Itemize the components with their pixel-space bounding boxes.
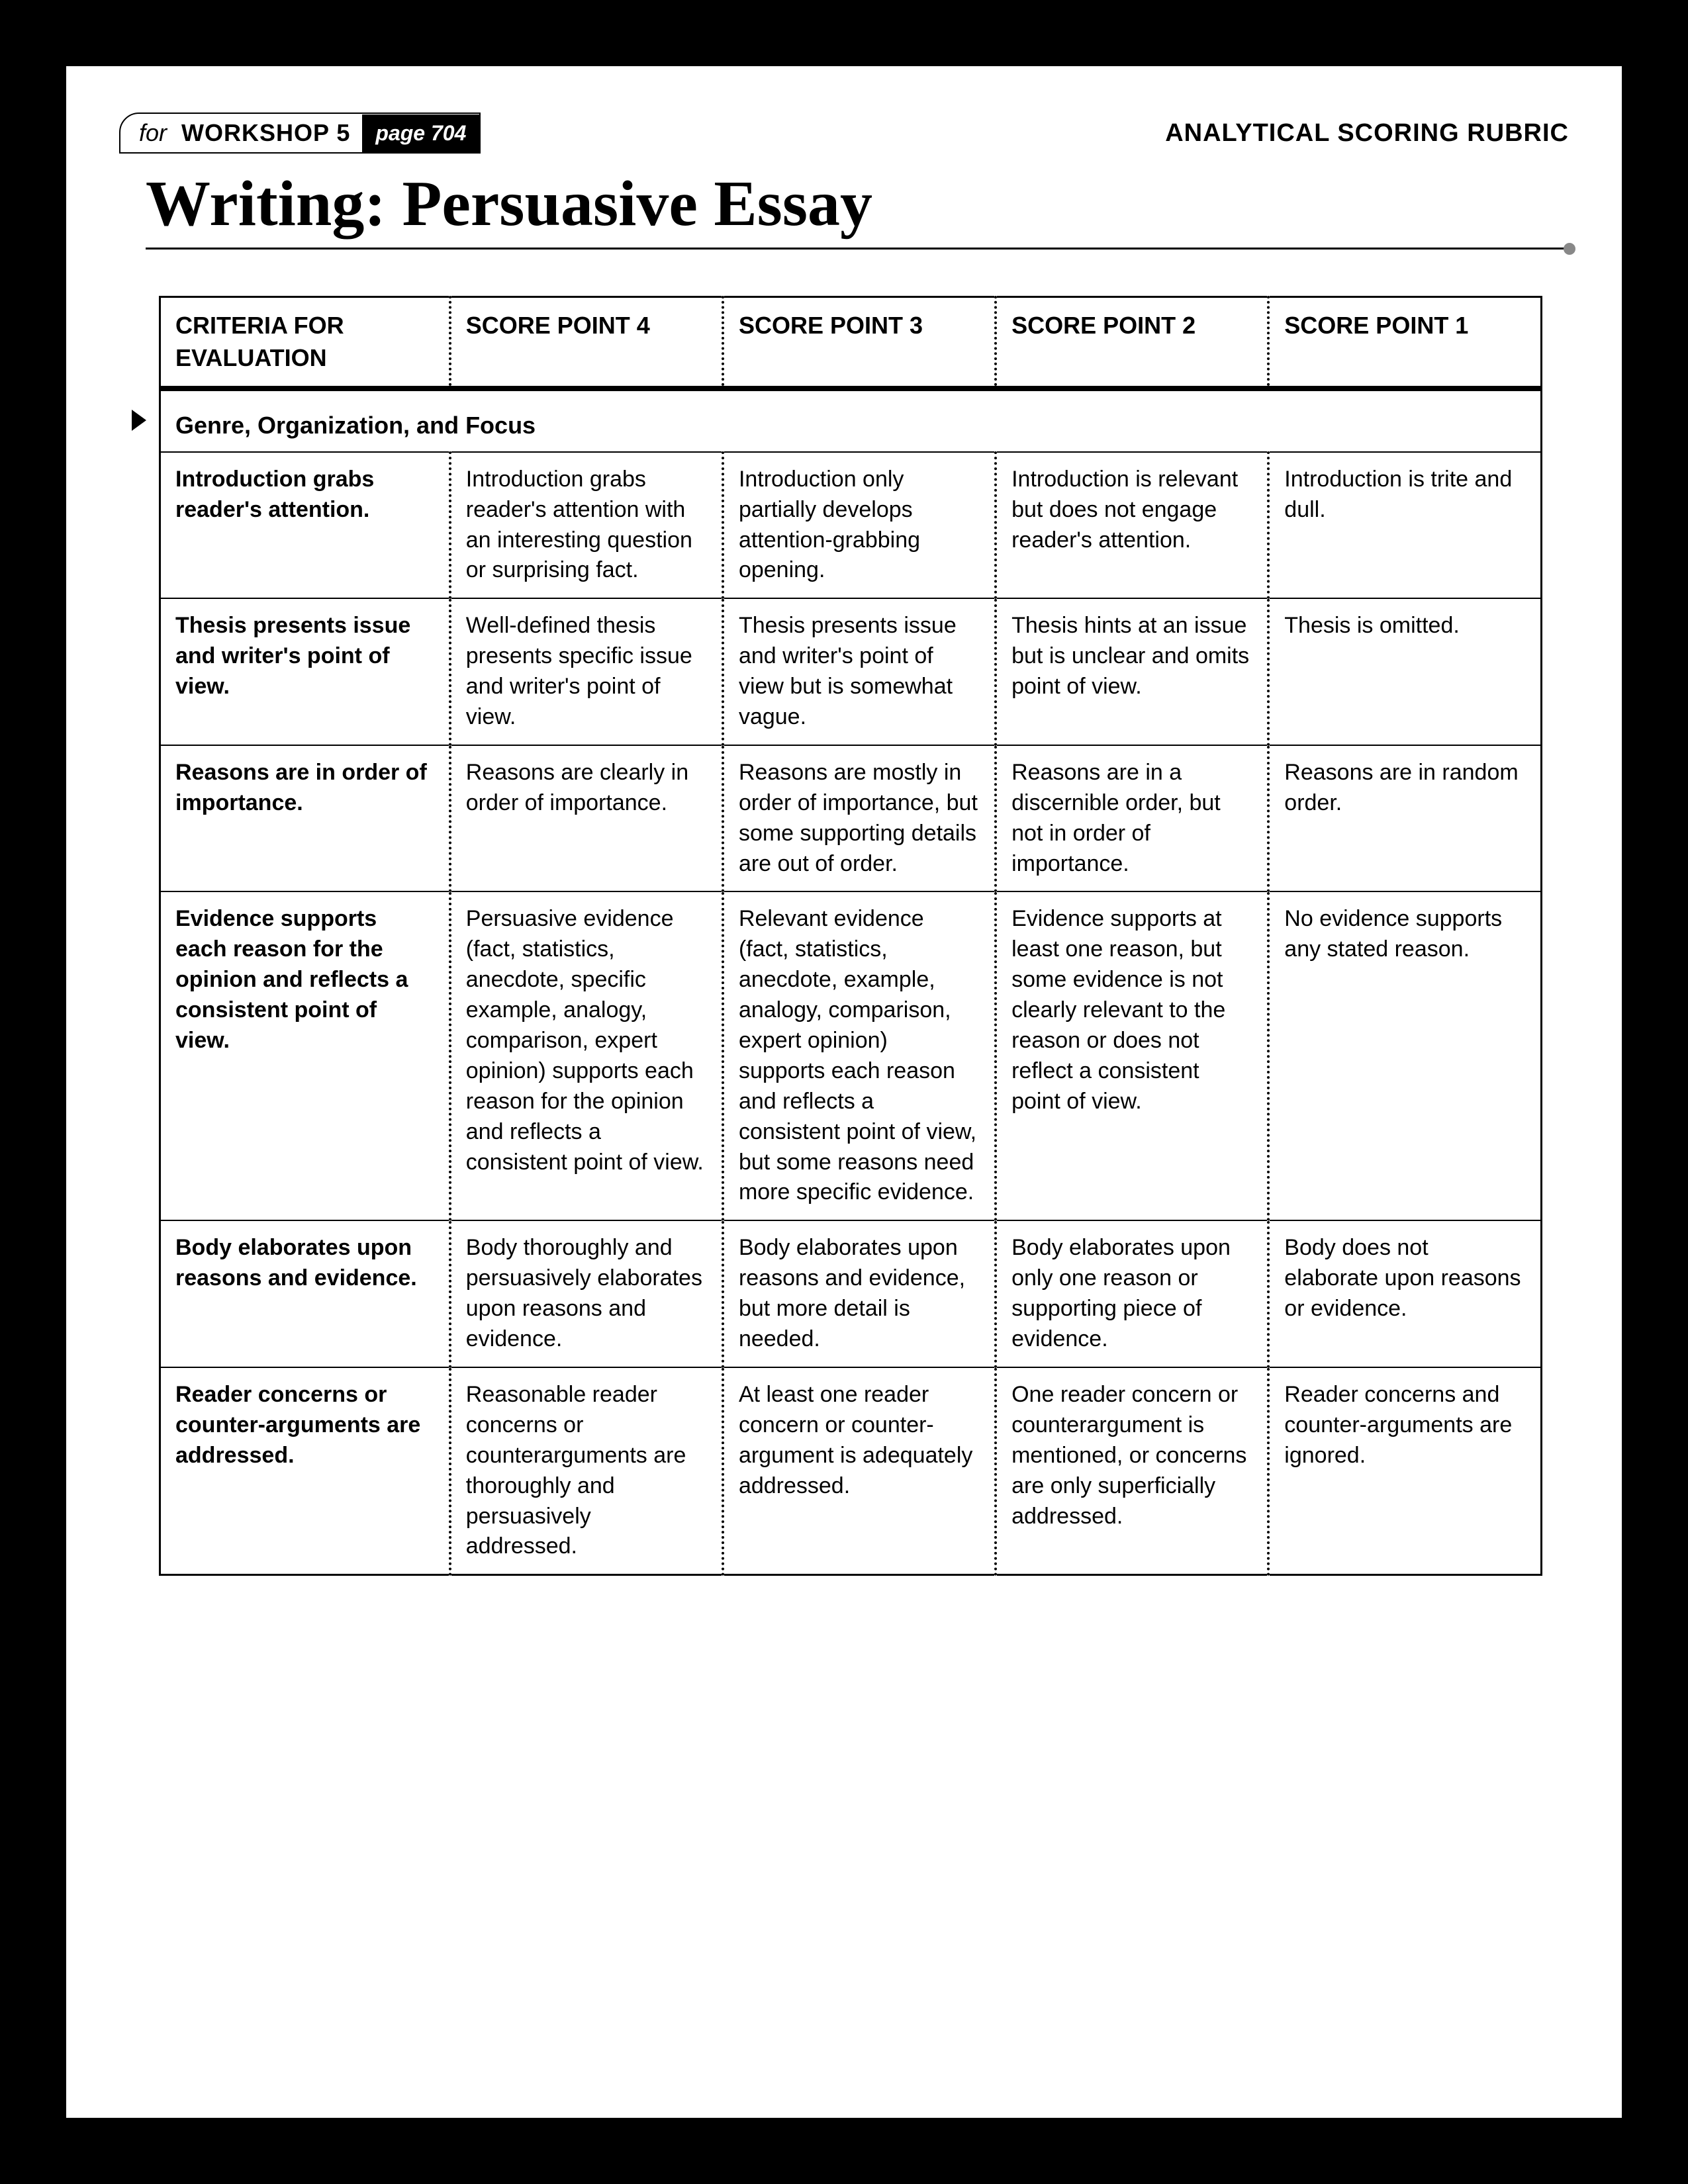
- score1-cell: Body does not elaborate upon reasons or …: [1268, 1220, 1541, 1367]
- page-header: for WORKSHOP 5 page 704 ANALYTICAL SCORI…: [119, 113, 1569, 154]
- score2-cell: Thesis hints at an issue but is unclear …: [996, 598, 1268, 745]
- score4-cell: Reasonable reader concerns or counterarg…: [450, 1367, 723, 1575]
- rubric-body: Genre, Organization, and Focus Introduct…: [160, 388, 1542, 1575]
- score4-cell: Persuasive evidence (fact, statistics, a…: [450, 891, 723, 1220]
- table-row: Reasons are in order of importance. Reas…: [160, 745, 1542, 892]
- col-score1-header: SCORE POINT 1: [1268, 297, 1541, 389]
- table-row: Evidence supports each reason for the op…: [160, 891, 1542, 1220]
- workshop-tab: for WORKSHOP 5 page 704: [119, 113, 481, 154]
- score3-cell: Relevant evidence (fact, statistics, ane…: [723, 891, 996, 1220]
- page-title: Writing: Persuasive Essay: [146, 167, 1569, 241]
- score1-cell: No evidence supports any stated reason.: [1268, 891, 1541, 1220]
- score3-cell: At least one reader concern or counter-a…: [723, 1367, 996, 1575]
- rubric-type-label: ANALYTICAL SCORING RUBRIC: [1165, 119, 1569, 148]
- score4-cell: Body thoroughly and persuasively elabora…: [450, 1220, 723, 1367]
- section-arrow-icon: [132, 410, 146, 431]
- title-rule: [146, 248, 1569, 250]
- table-header-row: CRITERIA FOR EVALUATION SCORE POINT 4 SC…: [160, 297, 1542, 389]
- score2-cell: One reader concern or counterargument is…: [996, 1367, 1268, 1575]
- criteria-cell: Introduction grabs reader's attention.: [160, 452, 450, 599]
- col-score3-header: SCORE POINT 3: [723, 297, 996, 389]
- criteria-cell: Thesis presents issue and writer's point…: [160, 598, 450, 745]
- score3-cell: Reasons are mostly in order of importanc…: [723, 745, 996, 892]
- score4-cell: Well-defined thesis presents specific is…: [450, 598, 723, 745]
- col-score4-header: SCORE POINT 4: [450, 297, 723, 389]
- page-reference: page 704: [362, 114, 479, 152]
- score1-cell: Introduction is trite and dull.: [1268, 452, 1541, 599]
- section-heading-row: Genre, Organization, and Focus: [160, 388, 1542, 452]
- document-page: for WORKSHOP 5 page 704 ANALYTICAL SCORI…: [66, 66, 1622, 2118]
- criteria-cell: Evidence supports each reason for the op…: [160, 891, 450, 1220]
- score2-cell: Body elaborates upon only one reason or …: [996, 1220, 1268, 1367]
- score2-cell: Reasons are in a discernible order, but …: [996, 745, 1268, 892]
- section-title: Genre, Organization, and Focus: [160, 388, 1542, 452]
- criteria-cell: Reader concerns or counter-arguments are…: [160, 1367, 450, 1575]
- score2-cell: Introduction is relevant but does not en…: [996, 452, 1268, 599]
- table-row: Thesis presents issue and writer's point…: [160, 598, 1542, 745]
- for-label: for: [120, 114, 179, 152]
- criteria-cell: Body elaborates upon reasons and evidenc…: [160, 1220, 450, 1367]
- score2-cell: Evidence supports at least one reason, b…: [996, 891, 1268, 1220]
- table-row: Reader concerns or counter-arguments are…: [160, 1367, 1542, 1575]
- rubric-table: CRITERIA FOR EVALUATION SCORE POINT 4 SC…: [159, 296, 1542, 1576]
- table-row: Introduction grabs reader's attention. I…: [160, 452, 1542, 599]
- col-criteria-header: CRITERIA FOR EVALUATION: [160, 297, 450, 389]
- table-row: Body elaborates upon reasons and evidenc…: [160, 1220, 1542, 1367]
- score4-cell: Introduction grabs reader's attention wi…: [450, 452, 723, 599]
- score1-cell: Reasons are in random order.: [1268, 745, 1541, 892]
- criteria-cell: Reasons are in order of importance.: [160, 745, 450, 892]
- workshop-number: WORKSHOP 5: [179, 114, 362, 152]
- score3-cell: Thesis presents issue and writer's point…: [723, 598, 996, 745]
- score1-cell: Thesis is omitted.: [1268, 598, 1541, 745]
- section-title-text: Genre, Organization, and Focus: [175, 412, 536, 439]
- score3-cell: Introduction only partially develops att…: [723, 452, 996, 599]
- score1-cell: Reader concerns and counter-arguments ar…: [1268, 1367, 1541, 1575]
- score3-cell: Body elaborates upon reasons and evidenc…: [723, 1220, 996, 1367]
- score4-cell: Reasons are clearly in order of importan…: [450, 745, 723, 892]
- col-score2-header: SCORE POINT 2: [996, 297, 1268, 389]
